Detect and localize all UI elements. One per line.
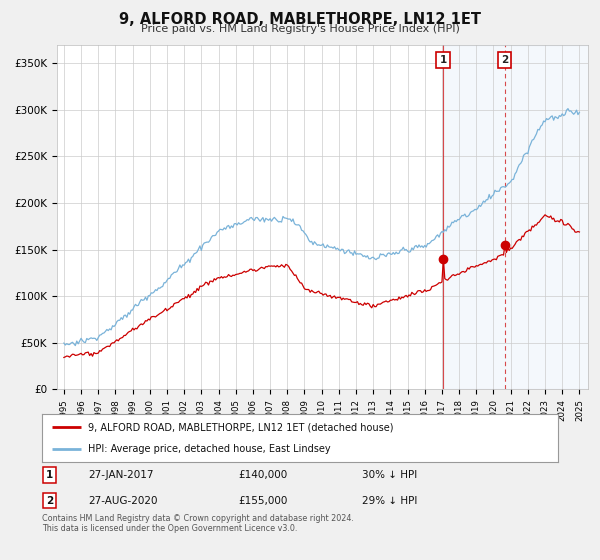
Text: 29% ↓ HPI: 29% ↓ HPI: [362, 496, 417, 506]
Text: 2: 2: [46, 496, 53, 506]
Bar: [443, 45, 596, 389]
Text: Contains HM Land Registry data © Crown copyright and database right 2024.
This d: Contains HM Land Registry data © Crown c…: [42, 514, 354, 534]
Text: HPI: Average price, detached house, East Lindsey: HPI: Average price, detached house, East…: [88, 444, 331, 454]
Text: 2: 2: [501, 55, 508, 66]
Text: 27-AUG-2020: 27-AUG-2020: [88, 496, 158, 506]
Text: 1: 1: [46, 470, 53, 480]
Text: 27-JAN-2017: 27-JAN-2017: [88, 470, 154, 480]
Text: 1: 1: [440, 55, 447, 66]
Text: £140,000: £140,000: [238, 470, 287, 480]
Text: 9, ALFORD ROAD, MABLETHORPE, LN12 1ET (detached house): 9, ALFORD ROAD, MABLETHORPE, LN12 1ET (d…: [88, 422, 394, 432]
Text: 30% ↓ HPI: 30% ↓ HPI: [362, 470, 417, 480]
Text: Price paid vs. HM Land Registry's House Price Index (HPI): Price paid vs. HM Land Registry's House …: [140, 24, 460, 34]
Text: £155,000: £155,000: [238, 496, 287, 506]
Text: 9, ALFORD ROAD, MABLETHORPE, LN12 1ET: 9, ALFORD ROAD, MABLETHORPE, LN12 1ET: [119, 12, 481, 27]
